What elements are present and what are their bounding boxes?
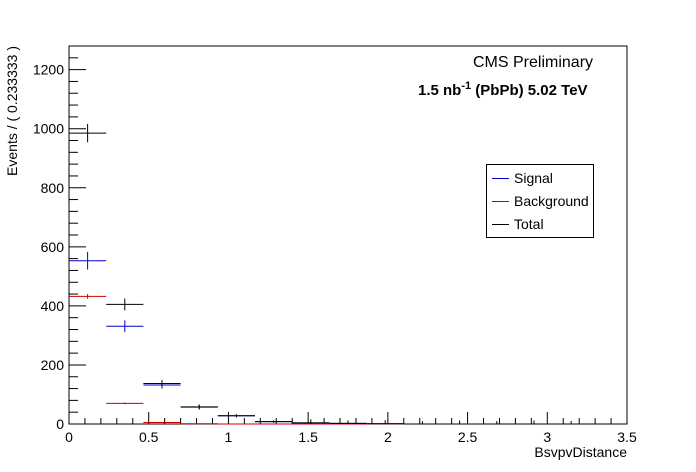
legend-swatch-background: [492, 201, 509, 202]
y-axis-label: Events / ( 0.233333 ): [4, 46, 20, 176]
legend-label-total: Total: [514, 216, 544, 232]
legend-swatch-signal: [492, 178, 509, 179]
y-tick-label: 600: [41, 239, 65, 255]
legend: Signal Background Total: [486, 164, 594, 238]
legend-swatch-total: [492, 224, 509, 225]
cms-preliminary-label: CMS Preliminary: [473, 54, 594, 71]
legend-item-total: Total: [487, 213, 593, 235]
y-tick-label: 400: [41, 298, 65, 314]
luminosity-prefix: 1.5 nb: [418, 82, 462, 99]
luminosity-exponent: -1: [461, 80, 472, 92]
y-tick-label: 1000: [33, 121, 64, 137]
x-tick-label: 1.5: [298, 429, 318, 445]
y-tick-label: 1200: [33, 62, 64, 78]
x-tick-label: 3: [543, 429, 551, 445]
legend-label-background: Background: [514, 193, 589, 209]
legend-item-signal: Signal: [487, 167, 593, 189]
x-axis-label: BsvpvDistance: [534, 444, 627, 460]
legend-label-signal: Signal: [514, 170, 553, 186]
y-tick-label: 800: [41, 180, 65, 196]
luminosity-suffix: (PbPb) 5.02 TeV: [471, 82, 588, 99]
x-tick-label: 0.5: [139, 429, 159, 445]
y-tick-label: 0: [56, 416, 64, 432]
x-tick-label: 3.5: [617, 429, 637, 445]
legend-item-background: Background: [487, 190, 593, 212]
x-tick-label: 2.5: [458, 429, 478, 445]
x-tick-label: 1: [225, 429, 233, 445]
x-tick-label: 2: [384, 429, 392, 445]
luminosity-label: 1.5 nb-1 (PbPb) 5.02 TeV: [418, 80, 588, 99]
x-tick-label: 0: [65, 429, 73, 445]
y-tick-label: 200: [41, 357, 65, 373]
